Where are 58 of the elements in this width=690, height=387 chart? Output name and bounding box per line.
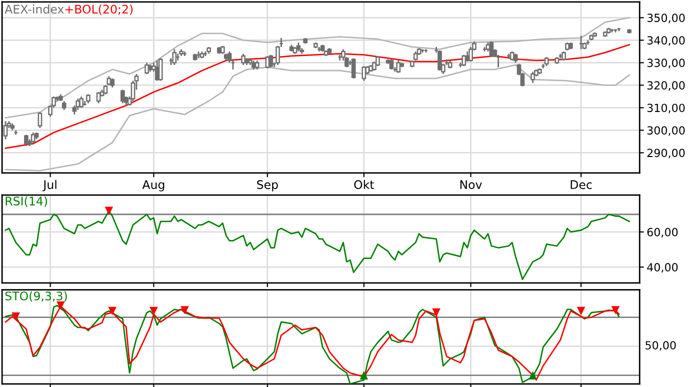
y-tick-label: 300,00 (647, 126, 685, 136)
candlestick (544, 56, 549, 67)
candlestick (462, 54, 466, 67)
text: AEX-index (4, 4, 64, 14)
candlestick (268, 54, 274, 68)
candlestick (3, 120, 8, 140)
y-tick-label: 40,00 (647, 263, 678, 273)
text: 50,00 (646, 341, 676, 351)
candlestick (389, 58, 394, 70)
candlestick (438, 50, 442, 72)
series-label: STO(9,3,3) (5, 291, 67, 302)
y-tick-label: 310,00 (647, 104, 685, 114)
candlestick (241, 53, 246, 66)
y-tick-label: 350,00 (647, 14, 685, 24)
candlestick (562, 50, 566, 62)
point (180, 306, 189, 314)
candlestick (296, 42, 301, 52)
candlestick (62, 100, 66, 111)
candlestick (172, 48, 177, 66)
candlestick (510, 50, 514, 62)
x-tick-label: Nov (460, 180, 482, 190)
y-tick-label: 330,00 (647, 58, 685, 68)
candlestick (86, 94, 90, 104)
x-tick-label: Sep (257, 180, 278, 192)
y-tick-label: 290,00 (647, 148, 685, 158)
point (611, 306, 620, 314)
x-tick-label: Dec (570, 180, 592, 190)
line-series (4, 64, 630, 172)
candlestick (24, 134, 28, 147)
candlestick (396, 60, 401, 74)
point (108, 306, 117, 316)
point (432, 308, 440, 317)
candlestick (376, 55, 380, 67)
candlestick (351, 58, 356, 80)
candlestick (38, 112, 42, 129)
candlestick (513, 53, 518, 64)
candlestick (120, 89, 125, 104)
x-tick-label: Jul (42, 180, 56, 192)
series-label: RSI(14) (6, 196, 48, 207)
x-tick-label: Okt (354, 180, 374, 190)
point (360, 371, 368, 380)
x-tick-label: Aug (142, 180, 164, 192)
text: +BOL(20;2) (65, 4, 133, 16)
candlestick (530, 71, 535, 84)
candlestick (96, 91, 101, 104)
line-series (4, 44, 630, 149)
y-tick-label: 320,00 (647, 81, 685, 91)
candlestick (254, 60, 260, 70)
candlestick (144, 62, 149, 75)
candlestick (30, 132, 36, 144)
point (528, 371, 537, 380)
candlestick (158, 58, 163, 82)
candlestick (110, 78, 115, 88)
y-tick-label: 340,00 (647, 36, 685, 46)
y-tick-label: 60,00 (647, 228, 678, 238)
point (12, 312, 20, 321)
point (576, 306, 586, 316)
candlestick (79, 96, 84, 108)
